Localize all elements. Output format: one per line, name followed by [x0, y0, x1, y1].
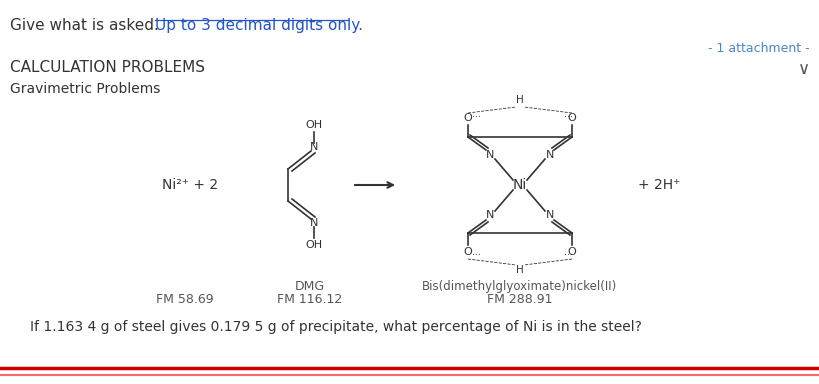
Text: ···: ···	[563, 112, 572, 122]
Text: O: O	[567, 247, 576, 257]
Text: O: O	[567, 113, 576, 123]
Text: OH: OH	[305, 240, 322, 250]
Text: OH: OH	[305, 120, 322, 130]
Text: FM 58.69: FM 58.69	[156, 293, 214, 306]
Text: ···: ···	[472, 112, 481, 122]
Text: H: H	[515, 95, 523, 105]
Text: + 2H⁺: + 2H⁺	[637, 178, 680, 192]
Text: Bis(dimethylglyoximate)nickel(II): Bis(dimethylglyoximate)nickel(II)	[422, 280, 617, 293]
Text: O: O	[463, 247, 472, 257]
Text: N: N	[545, 150, 554, 160]
Text: ∨: ∨	[797, 60, 809, 78]
Text: H: H	[515, 265, 523, 275]
Text: O: O	[463, 113, 472, 123]
Text: Up to 3 decimal digits only.: Up to 3 decimal digits only.	[155, 18, 363, 33]
Text: If 1.163 4 g of steel gives 0.179 5 g of precipitate, what percentage of Ni is i: If 1.163 4 g of steel gives 0.179 5 g of…	[30, 320, 641, 334]
Text: N: N	[485, 150, 494, 160]
Text: N: N	[310, 142, 318, 152]
Text: CALCULATION PROBLEMS: CALCULATION PROBLEMS	[10, 60, 205, 75]
Text: Give what is asked.: Give what is asked.	[10, 18, 164, 33]
Text: FM 288.91: FM 288.91	[486, 293, 552, 306]
Text: ···: ···	[472, 250, 481, 260]
Text: Gravimetric Problems: Gravimetric Problems	[10, 82, 161, 96]
Text: ···: ···	[563, 250, 572, 260]
Text: N: N	[485, 210, 494, 220]
Text: DMG: DMG	[295, 280, 324, 293]
Text: FM 116.12: FM 116.12	[277, 293, 342, 306]
Text: Ni: Ni	[512, 178, 527, 192]
Text: N: N	[545, 210, 554, 220]
Text: Ni²⁺ + 2: Ni²⁺ + 2	[162, 178, 218, 192]
Text: N: N	[310, 218, 318, 228]
Text: - 1 attachment -: - 1 attachment -	[708, 42, 809, 55]
